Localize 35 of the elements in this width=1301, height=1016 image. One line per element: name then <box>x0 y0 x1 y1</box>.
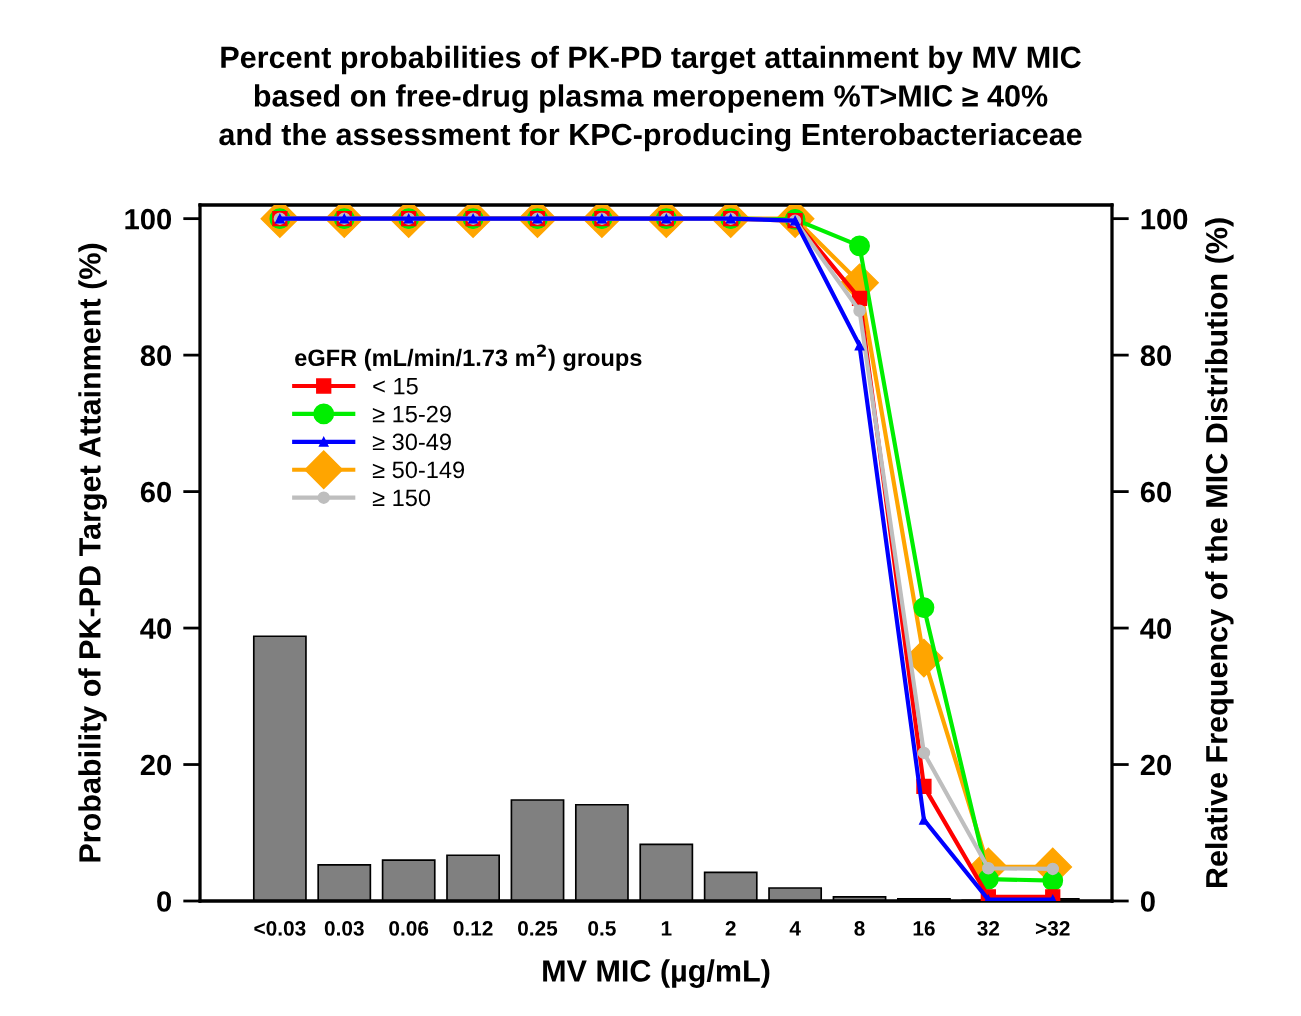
y2-tick-label: 20 <box>1140 754 1172 776</box>
legend-label: < 15 <box>373 378 418 395</box>
x-tick-label: 2 <box>725 920 736 936</box>
y2-axis-title: Relative Frequency of the MIC Distribution (%) <box>1205 218 1234 888</box>
x-axis-title: MV MIC (µg/mL) <box>543 959 770 988</box>
y-tick-label: 80 <box>140 345 172 366</box>
x-tick-label: >32 <box>1035 920 1070 936</box>
legend-label: ≥ 150 <box>372 489 431 507</box>
x-tick-label: 16 <box>913 920 935 936</box>
y2-tick-label: 40 <box>1140 618 1172 639</box>
y-tick-label: 20 <box>140 754 172 776</box>
legend-label: ≥ 50-149 <box>372 461 465 479</box>
y-tick-label: 60 <box>140 481 172 503</box>
y-tick-label: 0 <box>157 891 172 912</box>
y2-tick-label: 60 <box>1140 481 1172 503</box>
x-tick-label: 32 <box>977 920 1000 936</box>
x-tick-label: 8 <box>854 920 865 936</box>
x-tick-label: 0.25 <box>518 920 558 936</box>
y-tick-label: 40 <box>140 618 172 639</box>
x-tick-label: 4 <box>789 921 801 936</box>
x-tick-label: 0.03 <box>324 920 364 936</box>
y2-tick-label: 80 <box>1140 345 1172 366</box>
chart-title: Percent probabilities of PK-PD target attainment by MV MIC based on free-drug plasma meropenem %T>MIC ≥ 40% and the assessment for KPC-producing Enterobacteriaceae <box>219 45 1082 152</box>
y-axis-title: Probability of PK-PD Target Attainment (%) <box>78 243 107 862</box>
x-tick-label: 0.12 <box>453 920 493 936</box>
legend-label: ≥ 30-49 <box>372 433 451 451</box>
x-tick-label: 1 <box>661 921 672 936</box>
legend-title: eGFR (mL/min/1.73 m$^{2}$) groups <box>295 344 642 371</box>
y2-tick-label: 100 <box>1141 208 1188 230</box>
legend-label: ≥ 15-29 <box>372 405 451 423</box>
y2-tick-label: 0 <box>1140 891 1155 912</box>
x-tick-label: 0.5 <box>588 920 616 936</box>
x-tick-label: 0.06 <box>389 920 429 936</box>
x-tick-label: <0.03 <box>254 920 306 936</box>
y-tick-label: 100 <box>125 208 172 230</box>
